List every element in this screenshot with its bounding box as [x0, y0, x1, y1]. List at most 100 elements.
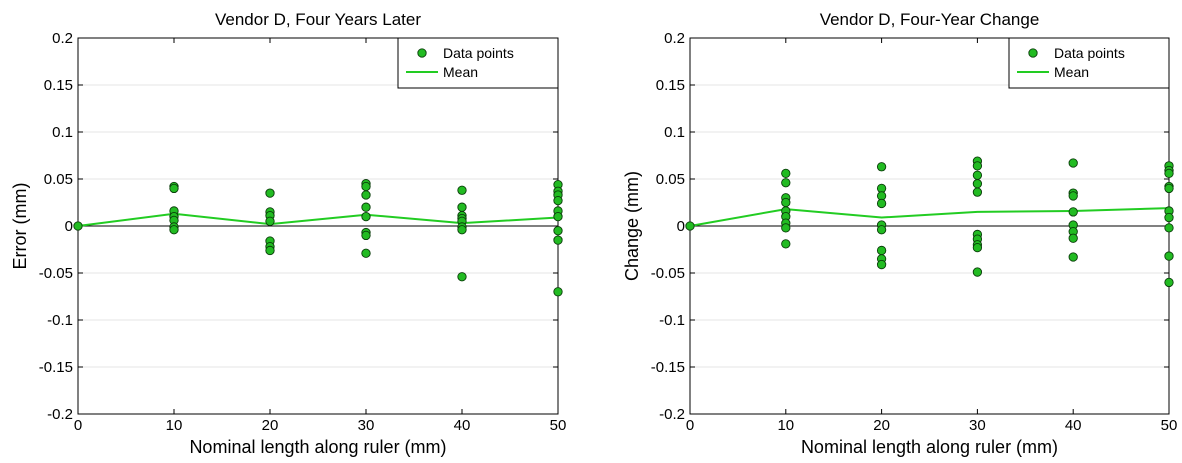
legend-box — [1008, 37, 1170, 89]
data-point — [781, 223, 791, 233]
data-point — [876, 259, 887, 270]
y-tick-label: 0.05 — [44, 171, 73, 188]
legend-marker-icon — [1028, 48, 1038, 58]
data-point — [972, 161, 983, 171]
data-point — [972, 242, 983, 253]
data-point — [169, 183, 179, 194]
legend-label-mean: Mean — [1054, 64, 1089, 80]
x-axis-label: Nominal length along ruler (mm) — [801, 437, 1058, 457]
x-tick-label: 10 — [166, 417, 183, 434]
data-point — [1164, 183, 1174, 194]
data-point — [972, 187, 983, 197]
data-point — [781, 197, 791, 208]
y-tick-label: -0.1 — [659, 312, 685, 329]
y-tick-label: -0.15 — [651, 359, 685, 376]
data-point — [1164, 168, 1174, 179]
data-point — [457, 272, 467, 282]
data-point — [361, 248, 371, 258]
y-tick-label: 0 — [677, 218, 685, 235]
mean-line — [689, 207, 1170, 227]
x-tick-label: 40 — [1065, 417, 1082, 434]
legend-marker-icon — [417, 48, 427, 58]
data-point — [265, 216, 275, 226]
data-point — [972, 179, 983, 189]
x-tick-label: 30 — [358, 417, 375, 434]
x-tick-label: 40 — [454, 417, 471, 434]
legend: Data points Mean — [397, 37, 559, 89]
x-tick-label: 50 — [550, 417, 567, 434]
data-point — [553, 195, 563, 206]
data-point — [876, 245, 887, 256]
x-tick-label: 30 — [969, 417, 986, 434]
y-tick-label: 0.05 — [656, 171, 685, 188]
data-point — [1164, 277, 1174, 288]
data-point — [361, 230, 371, 241]
data-point — [1164, 251, 1174, 261]
y-tick-label: 0.1 — [664, 124, 685, 141]
data-point — [553, 226, 563, 236]
x-tick-label: 50 — [1161, 417, 1178, 434]
data-point — [457, 202, 467, 212]
y-tick-label: -0.15 — [39, 359, 73, 376]
data-point — [972, 267, 983, 277]
x-axis-label: Nominal length along ruler (mm) — [189, 437, 446, 457]
data-point — [876, 162, 887, 172]
y-tick-label: 0.2 — [664, 30, 685, 47]
legend-label-data-points: Data points — [1054, 45, 1125, 61]
data-point — [265, 245, 275, 256]
legend-label-data-points: Data points — [443, 45, 514, 61]
mean-line — [77, 212, 559, 227]
data-point — [876, 225, 887, 235]
y-tick-label: 0.15 — [656, 77, 685, 94]
chart-2: -0.2 -0.15 -0.1 -0.05 0 0.05 0.1 0.15 0.2 0 10 20 30… — [622, 10, 1177, 457]
data-point — [553, 235, 563, 245]
chart-title: Vendor D, Four Years Later — [215, 10, 421, 29]
data-point — [73, 221, 83, 231]
y-tick-label: -0.2 — [47, 406, 73, 423]
data-point — [361, 190, 371, 200]
x-tick-label: 0 — [74, 417, 82, 434]
y-tick-label: -0.05 — [39, 265, 73, 282]
x-tick-label: 0 — [686, 417, 694, 434]
data-point — [265, 188, 275, 198]
data-point — [876, 198, 887, 209]
legend-box — [397, 37, 559, 89]
data-point — [685, 221, 695, 231]
legend: Data points Mean — [1008, 37, 1170, 89]
y-axis-label: Error (mm) — [10, 183, 30, 270]
y-axis-label: Change (mm) — [622, 171, 642, 281]
data-point — [1068, 158, 1078, 168]
y-tick-label: 0.1 — [52, 124, 73, 141]
data-point — [781, 239, 791, 249]
y-tick-label: -0.05 — [651, 265, 685, 282]
x-tick-label: 20 — [873, 417, 890, 434]
data-point — [1068, 252, 1078, 262]
data-point — [169, 225, 179, 235]
y-tick-label: -0.1 — [47, 312, 73, 329]
data-point — [361, 181, 371, 192]
data-point — [553, 287, 563, 297]
data-point — [457, 185, 467, 195]
x-tick-label: 20 — [262, 417, 279, 434]
data-point — [457, 225, 467, 235]
data-point — [1068, 207, 1078, 217]
data-point — [781, 178, 791, 188]
chart-title: Vendor D, Four-Year Change — [820, 10, 1040, 29]
y-tick-label: 0.15 — [44, 77, 73, 94]
y-tick-label: -0.2 — [659, 406, 685, 423]
data-point — [1068, 233, 1078, 243]
x-tick-label: 10 — [777, 417, 794, 434]
chart-1: -0.2 -0.15 -0.1 -0.05 0 0.05 0.1 0.15 0.2 0 10 20 30… — [10, 10, 566, 457]
legend-label-mean: Mean — [443, 64, 478, 80]
data-point — [1164, 223, 1174, 233]
data-point — [1068, 191, 1078, 201]
data-point — [1164, 212, 1174, 223]
y-tick-label: 0 — [65, 218, 73, 235]
data-point — [781, 168, 791, 179]
y-tick-label: 0.2 — [52, 30, 73, 47]
data-point — [972, 170, 983, 180]
data-point — [361, 202, 371, 212]
data-point — [361, 211, 371, 222]
data-point — [553, 211, 563, 222]
